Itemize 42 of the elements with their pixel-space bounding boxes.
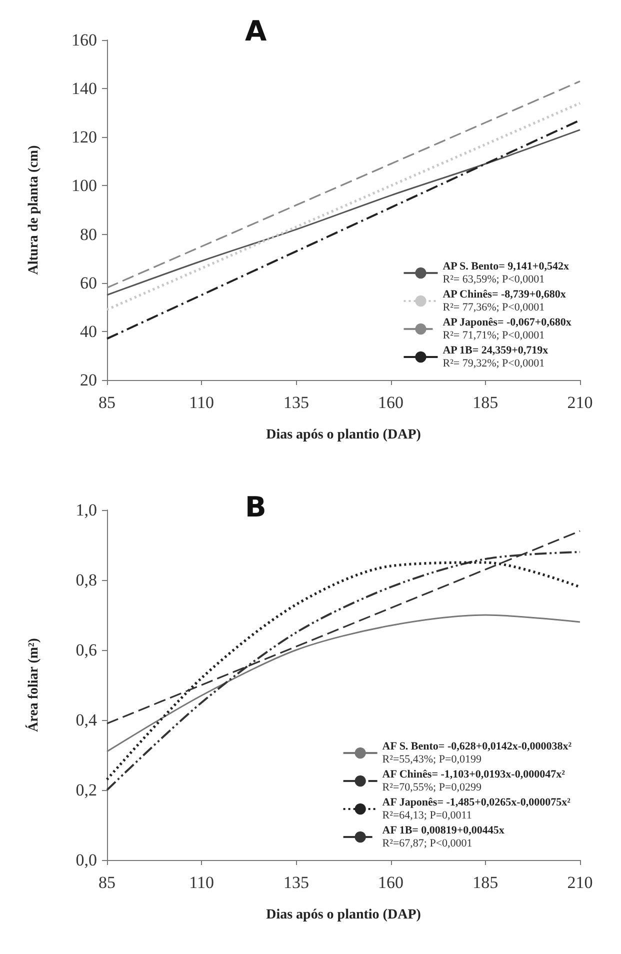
y-tick-label: 100 <box>72 176 97 196</box>
x-tick-label: 85 <box>98 873 116 892</box>
y-tick-label: 0,6 <box>76 640 97 660</box>
x-tick-label: 110 <box>189 873 214 892</box>
y-tick-label: 0,8 <box>76 570 97 590</box>
y-tick-label: 140 <box>72 79 97 98</box>
x-tick-label: 135 <box>283 393 309 412</box>
legend-label: AP Japonês= -0,067+0,680x R²= 71,71%; P<0,0001 <box>442 316 572 342</box>
x-tick-label: 210 <box>567 393 593 412</box>
legend-label: AP Chinês= -8,739+0,680x R²= 77,36%; P<0,0001 <box>442 288 566 314</box>
legend-label: AF S. Bento= -0,628+0,0142x-0,000038x² R²=55,43%; P=0,0199 <box>382 740 572 766</box>
y-tick-label: 20 <box>80 370 97 390</box>
chart-title: B <box>245 490 266 524</box>
line-series <box>106 102 582 311</box>
x-axis-title: Dias após o plantio (DAP) <box>266 428 422 442</box>
y-tick-label: 80 <box>80 224 97 244</box>
x-axis-title: Dias após o plantio (DAP) <box>266 908 422 922</box>
legend-label: AF 1B= 0,00819+0,00445x R²=67,87; P<0,0001 <box>382 824 505 850</box>
x-tick-label: 185 <box>472 873 498 892</box>
y-tick-label: 40 <box>80 322 97 341</box>
x-tick-label: 135 <box>283 873 309 892</box>
legend-label: AP S. Bento= 9,141+0,542x R²= 63,59%; P<0,0001 <box>442 260 570 286</box>
y-tick-label: 1,0 <box>76 500 97 520</box>
chart-title: A <box>245 14 267 48</box>
y-tick-label: 120 <box>72 128 97 147</box>
legend-label: AF Chinês= -1,103+0,0193x-0,000047x² R²=70,55%; P=0,0299 <box>382 768 566 794</box>
y-axis-title: Altura de planta (cm) <box>26 144 42 275</box>
legend-label: AF Japonês= -1,485+0,0265x-0,000075x² R²=64,13; P=0,0011 <box>382 796 572 822</box>
y-tick-label: 60 <box>80 273 97 292</box>
x-tick-label: 160 <box>378 873 404 892</box>
y-axis-title: Área foliar (m²) <box>24 638 42 732</box>
x-tick-label: 210 <box>567 873 593 892</box>
y-tick-label: 0,0 <box>76 850 97 870</box>
x-tick-label: 160 <box>378 393 404 412</box>
y-tick-label: 0,4 <box>76 710 98 730</box>
y-tick-label: 0,2 <box>76 780 97 800</box>
legend-label: AP 1B= 24,359+0,719x R²= 79,32%; P<0,0001 <box>442 344 549 370</box>
line-series <box>106 80 581 289</box>
x-tick-label: 85 <box>98 393 116 412</box>
x-tick-label: 110 <box>189 393 214 412</box>
x-tick-label: 185 <box>472 393 498 412</box>
y-tick-label: 160 <box>72 30 97 50</box>
